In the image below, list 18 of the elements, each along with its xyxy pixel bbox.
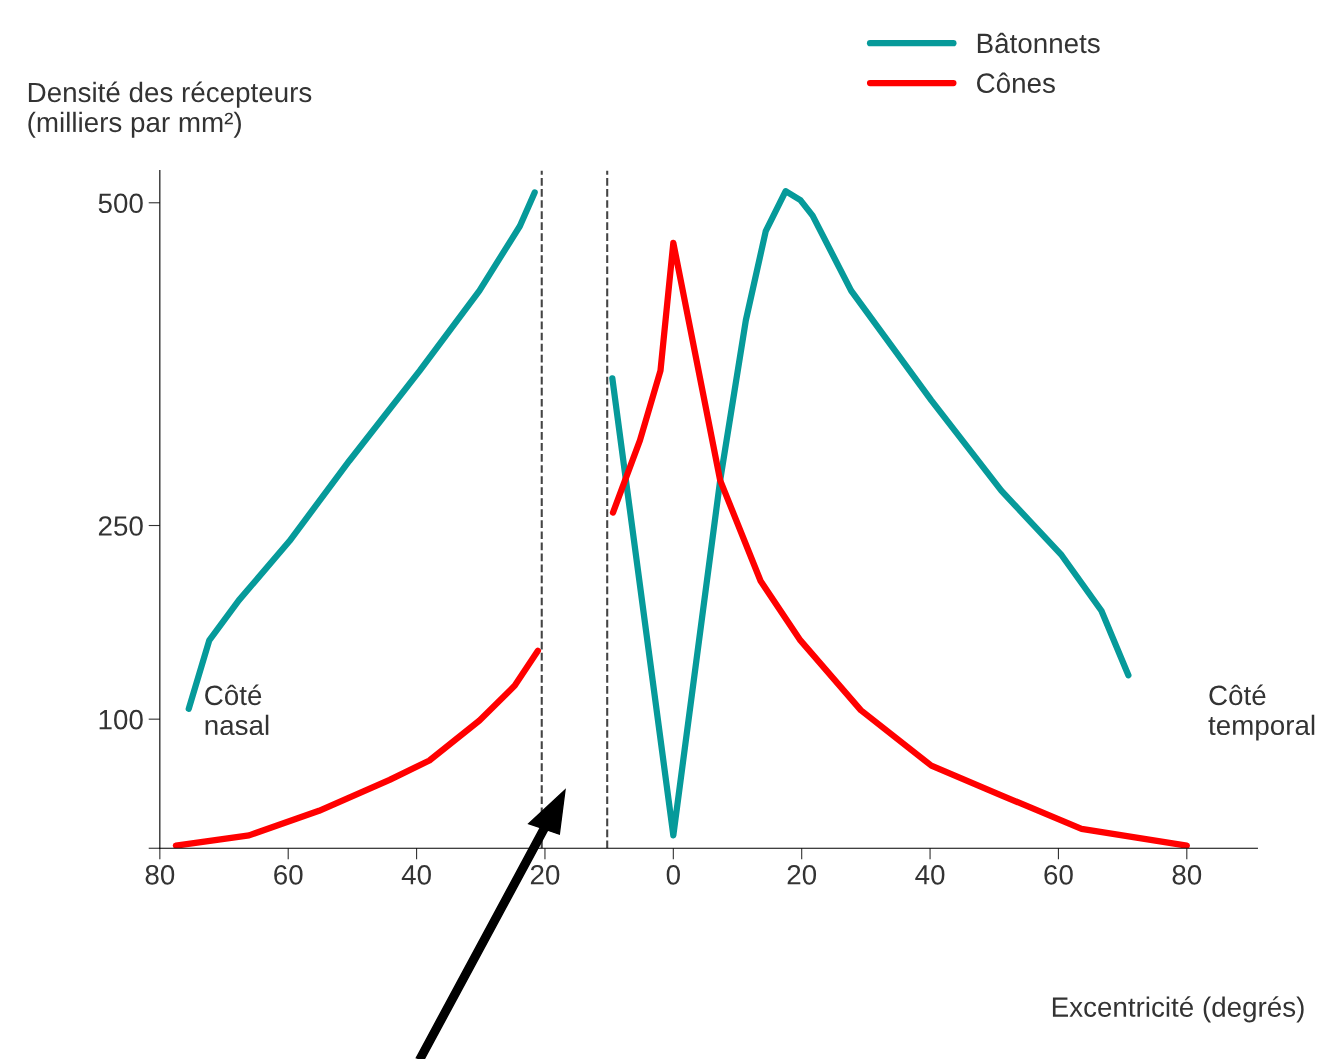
x-axis-title: Excentricité (degrés) xyxy=(1052,996,1304,1023)
x-tick-label: 80 xyxy=(145,864,175,885)
x-tick-label: 60 xyxy=(1044,864,1073,885)
annotation: Côté temporal xyxy=(1208,684,1315,741)
x-tick-label: 20 xyxy=(530,864,560,885)
x-tick-label: 0 xyxy=(666,864,680,885)
y-tick-label: 500 xyxy=(98,193,143,214)
x-tick-label: 20 xyxy=(787,864,817,885)
x-tick-label: 40 xyxy=(401,864,431,885)
y-tick-label: 100 xyxy=(99,709,143,730)
annotation: Côté nasal xyxy=(205,684,269,736)
x-tick-label: 60 xyxy=(274,864,303,885)
x-tick-label: 40 xyxy=(915,864,945,885)
x-tick-label: 80 xyxy=(1172,864,1202,885)
y-axis-title: Densité des récepteurs (milliers par mm²) xyxy=(28,81,312,138)
legend-label: Bâtonnets xyxy=(977,32,1100,54)
y-tick-label: 250 xyxy=(98,516,143,536)
legend-label: Cônes xyxy=(977,72,1055,94)
